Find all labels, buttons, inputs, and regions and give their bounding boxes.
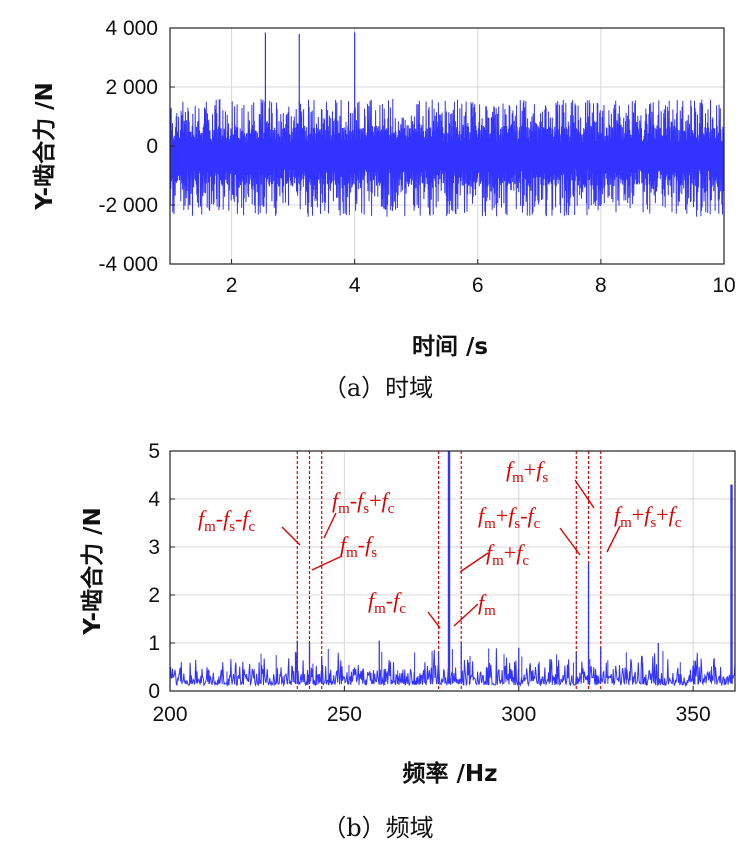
y-tick-label-b: 0 <box>148 680 160 703</box>
plot-frame-b <box>169 450 736 692</box>
x-axis-label-b: 频率 /Hz <box>402 760 497 787</box>
y-tick-label-b: 2 <box>148 584 160 607</box>
y-axis-label-b: Y-啮合力 /N <box>79 507 106 635</box>
y-tick-label-b: 1 <box>148 632 160 655</box>
x-tick-label-a: 2 <box>226 274 238 297</box>
x-axis-label-a: 时间 /s <box>412 334 488 360</box>
y-tick-label-a: 0 <box>146 135 158 158</box>
y-tick-label-a: 2 000 <box>105 76 158 99</box>
annotation-fm+fc: fm+fc <box>486 540 529 569</box>
annotation-leader <box>427 611 441 629</box>
time-signal-series <box>169 98 725 217</box>
y-tick-label-b: 5 <box>148 440 160 463</box>
annotation-leader <box>453 603 479 627</box>
annotation-leader <box>574 479 595 509</box>
annotation-leader <box>281 526 301 546</box>
x-tick-label-a: 6 <box>472 274 484 297</box>
annotation-leader <box>311 555 343 571</box>
caption-a: （a）时域 <box>323 374 433 402</box>
annotation-fm+fs-fc: fm+fs-fc <box>478 503 541 532</box>
annotation-fm-fs: fm-fs <box>340 532 377 561</box>
annotations: fm-fs-fc fm-fs+fc fm-fs fm-fc fm+fc fm fm+fs fm… <box>198 457 682 629</box>
x-tick-label-a: 8 <box>595 274 607 297</box>
x-tick-label-b: 300 <box>501 703 536 726</box>
annotation-leader <box>323 512 337 539</box>
y-tick-label-a: 4 000 <box>105 17 158 40</box>
caption-b: （b）频域 <box>322 814 433 842</box>
annotation-fm: fm <box>478 590 496 619</box>
annotation-fm-fs-fc: fm-fs-fc <box>198 506 256 535</box>
x-tick-label-b: 250 <box>327 703 362 726</box>
ticks-a: 2 4 6 8 10 -4 000 -2 000 0 2 000 4 000 <box>98 17 735 297</box>
annotation-fm+fs+fc: fm+fs+fc <box>614 502 682 531</box>
y-tick-label-a: -4 000 <box>98 253 158 276</box>
x-tick-label-b: 200 <box>152 703 187 726</box>
x-tick-label-a: 4 <box>349 274 361 297</box>
annotation-fm-fc: fm-fc <box>368 588 406 617</box>
annotation-fm-fs+fc: fm-fs+fc <box>332 488 395 517</box>
y-tick-label-b: 3 <box>148 536 160 559</box>
x-tick-label-b: 350 <box>676 703 711 726</box>
annotation-leader <box>606 525 621 553</box>
spectrum-peaks <box>189 451 733 684</box>
annotation-leader <box>459 552 489 573</box>
y-tick-label-b: 4 <box>148 488 160 511</box>
y-tick-label-a: -2 000 <box>98 194 158 217</box>
time-domain-chart: 2 4 6 8 10 -4 000 -2 000 0 2 000 4 000 时间 /s Y-啮合… <box>31 17 736 402</box>
y-axis-label-a: Y-啮合力 /N <box>31 82 58 210</box>
ticks-b: 200 250 300 350 0 1 2 3 4 5 <box>148 440 710 726</box>
annotation-leader <box>559 527 581 556</box>
annotation-fm+fs: fm+fs <box>506 457 548 486</box>
x-tick-label-a: 10 <box>712 274 735 297</box>
